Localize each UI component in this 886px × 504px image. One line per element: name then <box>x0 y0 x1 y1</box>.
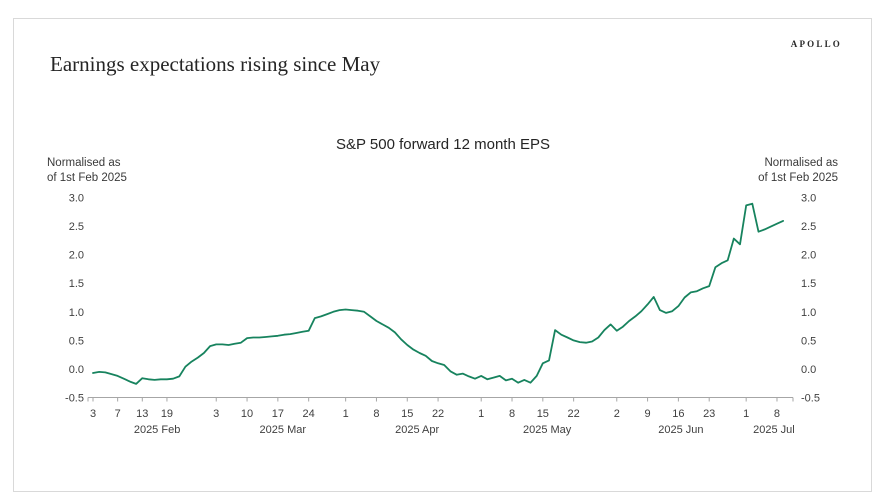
y-axis-note-right: Normalised as of 1st Feb 2025 <box>758 156 838 186</box>
y-tick-label-left: -0.5 <box>65 393 84 405</box>
x-tick-label: 1 <box>478 408 484 420</box>
x-month-label: 2025 Mar <box>260 424 307 436</box>
y-axis-note-right-line2: of 1st Feb 2025 <box>758 172 838 184</box>
x-tick-label: 22 <box>432 408 444 420</box>
y-tick-label-right: 2.5 <box>801 221 816 233</box>
x-month-label: 2025 Apr <box>395 424 439 436</box>
y-tick-label-right: 0.5 <box>801 335 816 347</box>
y-tick-label-right: 1.5 <box>801 278 816 290</box>
y-tick-label-left: 1.0 <box>69 307 84 319</box>
y-tick-label-left: 2.5 <box>69 221 84 233</box>
x-tick-label: 1 <box>743 408 749 420</box>
y-axis-note-left-line1: Normalised as <box>47 157 121 169</box>
page-title: Earnings expectations rising since May <box>50 52 381 76</box>
x-tick-label: 15 <box>537 408 549 420</box>
x-tick-label: 9 <box>645 408 651 420</box>
x-month-label: 2025 Jul <box>753 424 795 436</box>
x-month-label: 2025 Jun <box>658 424 703 436</box>
x-tick-label: 1 <box>343 408 349 420</box>
eps-series-line <box>92 202 784 385</box>
x-tick-label: 10 <box>241 408 253 420</box>
x-month-label: 2025 May <box>523 424 572 436</box>
x-tick-label: 22 <box>568 408 580 420</box>
x-tick-label: 24 <box>303 408 315 420</box>
y-tick-label-left: 1.5 <box>69 278 84 290</box>
y-tick-label-right: 3.0 <box>801 192 816 204</box>
x-tick-label: 8 <box>373 408 379 420</box>
y-tick-label-left: 0.5 <box>69 335 84 347</box>
y-tick-label-left: 0.0 <box>69 364 84 376</box>
x-month-label: 2025 Feb <box>134 424 180 436</box>
x-tick-label: 17 <box>272 408 284 420</box>
y-axis-note-right-line1: Normalised as <box>764 157 839 169</box>
y-tick-label-right: 0.0 <box>801 364 816 376</box>
y-tick-label-left: 3.0 <box>69 192 84 204</box>
y-tick-label-right: -0.5 <box>801 393 820 405</box>
x-tick-label: 13 <box>136 408 148 420</box>
y-tick-label-right: 1.0 <box>801 307 816 319</box>
x-tick-label: 3 <box>213 408 219 420</box>
x-tick-label: 3 <box>90 408 96 420</box>
y-tick-label-right: 2.0 <box>801 250 816 262</box>
apollo-logo: APOLLO <box>790 39 842 49</box>
x-tick-label: 7 <box>115 408 121 420</box>
x-tick-label: 15 <box>401 408 413 420</box>
chart-title: S&P 500 forward 12 month EPS <box>335 136 550 153</box>
x-tick-label: 23 <box>703 408 715 420</box>
x-tick-label: 19 <box>161 408 173 420</box>
y-axis-note-left-line2: of 1st Feb 2025 <box>47 172 127 184</box>
x-tick-label: 2 <box>614 408 620 420</box>
y-axis-note-left: Normalised as of 1st Feb 2025 <box>47 156 127 186</box>
x-tick-label: 8 <box>774 408 780 420</box>
x-tick-label: 16 <box>672 408 684 420</box>
x-tick-label: 8 <box>509 408 515 420</box>
y-tick-label-left: 2.0 <box>69 250 84 262</box>
